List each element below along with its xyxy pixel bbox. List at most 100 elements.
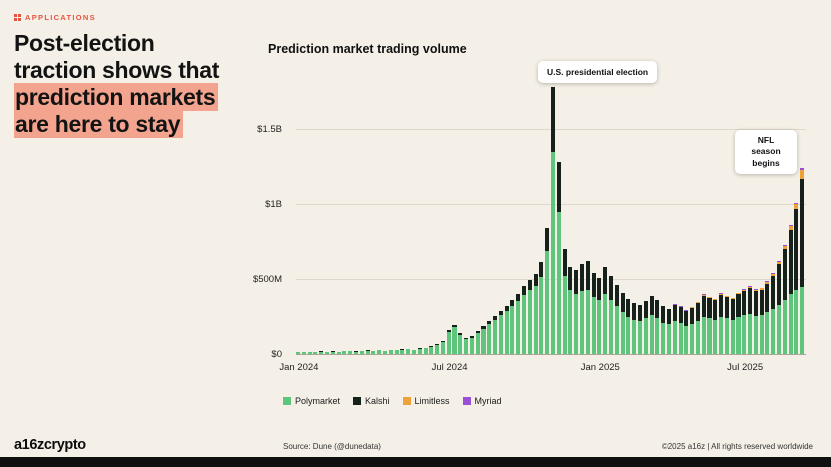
x-axis-label: Jan 2025 <box>580 362 620 373</box>
bar-week-75 <box>730 297 735 354</box>
bar-week-54 <box>608 276 613 354</box>
bar-week-21 <box>417 348 422 354</box>
bar-week-8 <box>342 351 347 354</box>
grid-icon <box>14 14 21 21</box>
bar-week-71 <box>707 296 712 354</box>
bar-week-78 <box>748 286 753 354</box>
bar-week-87 <box>800 168 805 354</box>
bar-week-72 <box>713 298 718 354</box>
bar-week-39 <box>522 286 527 354</box>
y-axis-label: $0 <box>271 349 282 360</box>
bar-week-58 <box>632 303 637 354</box>
bar-week-63 <box>661 306 666 354</box>
bar-week-25 <box>440 340 445 354</box>
bar-week-31 <box>475 331 480 354</box>
bar-week-20 <box>411 349 416 354</box>
bar-week-83 <box>777 261 782 354</box>
bar-week-34 <box>493 316 498 354</box>
bar-week-14 <box>377 349 382 354</box>
bar-week-3 <box>313 352 318 354</box>
bar-week-69 <box>695 302 700 354</box>
bar-week-56 <box>620 292 625 354</box>
bar-week-80 <box>759 287 764 354</box>
bar-week-82 <box>771 273 776 354</box>
bar-week-62 <box>655 300 660 354</box>
myriad-swatch-icon <box>462 397 471 405</box>
bar-week-7 <box>336 352 341 354</box>
annotation-election: U.S. presidential election <box>538 61 658 83</box>
bar-week-74 <box>724 295 729 354</box>
applications-tag-label: APPLICATIONS <box>25 13 96 22</box>
y-axis-label: $1.5B <box>257 124 282 136</box>
legend: Polymarket Kalshi Limitless Myriad <box>283 396 502 406</box>
headline: Post-election traction shows that predic… <box>14 30 238 139</box>
bar-week-76 <box>736 292 741 354</box>
bar-week-18 <box>400 349 405 354</box>
bar-week-36 <box>504 305 509 354</box>
bar-week-35 <box>498 310 503 354</box>
y-axis-label: $1B <box>265 199 282 211</box>
y-axis-label: $500M <box>252 274 282 286</box>
bar-week-42 <box>539 261 544 354</box>
chart-title: Prediction market trading volume <box>268 42 467 56</box>
bar-week-48 <box>574 270 579 354</box>
bar-week-61 <box>649 295 654 354</box>
legend-label: Polymarket <box>295 396 341 406</box>
legend-label: Kalshi <box>365 396 390 406</box>
polymarket-swatch-icon <box>283 397 291 405</box>
chart: Prediction market trading volume $0 $500M… <box>240 42 825 422</box>
bar-week-44 <box>551 87 556 354</box>
bar-week-45 <box>556 162 561 354</box>
bar-week-77 <box>742 289 747 354</box>
bar-week-10 <box>353 351 358 354</box>
bar-week-50 <box>585 261 590 354</box>
bar-week-73 <box>719 293 724 354</box>
bar-week-37 <box>510 300 515 354</box>
bar-week-66 <box>678 306 683 354</box>
bar-week-47 <box>568 267 573 354</box>
kalshi-swatch-icon <box>353 397 362 405</box>
annotation-nfl: NFL season begins <box>735 130 797 175</box>
bar-week-43 <box>545 228 550 354</box>
headline-plain: Post-election traction shows that <box>14 30 220 84</box>
source-text: Source: Dune (@dunedata) <box>283 442 381 451</box>
bar-week-65 <box>672 304 677 354</box>
bar-week-4 <box>319 351 324 354</box>
bar-week-70 <box>701 294 706 354</box>
bar-week-1 <box>301 352 306 354</box>
bar-week-11 <box>359 350 364 354</box>
bar-week-27 <box>452 325 457 354</box>
bar-week-64 <box>666 309 671 354</box>
bar-week-16 <box>388 349 393 354</box>
bar-week-68 <box>690 306 695 354</box>
x-axis-label: Jul 2024 <box>431 362 468 373</box>
gridline <box>296 354 806 355</box>
bar-week-67 <box>684 310 689 354</box>
bottom-bar <box>0 457 831 467</box>
bar-week-29 <box>464 337 469 354</box>
a16zcrypto-logo: a16zcrypto <box>14 437 86 453</box>
limitless-swatch-icon <box>402 397 411 405</box>
bar-week-13 <box>371 350 376 354</box>
bar-week-81 <box>765 281 770 354</box>
bar-week-41 <box>533 273 538 354</box>
applications-tag: APPLICATIONS <box>14 13 96 22</box>
y-axis: $0 $500M $1B $1.5B <box>240 75 290 360</box>
plot-area <box>296 75 806 355</box>
bar-week-9 <box>348 351 353 354</box>
legend-label: Myriad <box>474 396 502 406</box>
legend-item-polymarket: Polymarket <box>283 396 340 406</box>
bar-week-17 <box>394 349 399 354</box>
bar-week-60 <box>643 300 648 354</box>
bar-week-28 <box>458 333 463 354</box>
bar-week-84 <box>782 245 787 354</box>
bar-week-32 <box>481 326 486 354</box>
bar-week-24 <box>435 344 440 354</box>
bar-week-85 <box>788 225 793 354</box>
bar-week-6 <box>330 351 335 354</box>
legend-item-myriad: Myriad <box>462 396 502 406</box>
x-axis: Jan 2024 Jul 2024 Jan 2025 Jul 2025 <box>279 362 806 376</box>
bar-week-0 <box>296 351 301 354</box>
bar-week-38 <box>516 293 521 354</box>
x-axis-label: Jul 2025 <box>727 362 764 373</box>
